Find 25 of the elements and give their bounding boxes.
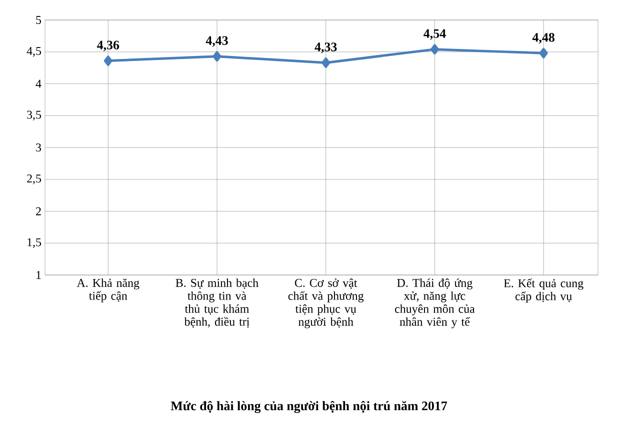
y-tick-label: 4,5 xyxy=(26,47,42,57)
point xyxy=(322,57,330,68)
x-tick-label: B. Sự minh bạch thông tin và thủ tục khám bệnh, điều trị xyxy=(176,278,258,328)
y-tick-label: 3 xyxy=(36,143,42,152)
data-label: 4,33 xyxy=(314,42,337,54)
x-tick-label: A. Khả năng tiếp cận xyxy=(76,278,140,302)
y-tick-label: 2 xyxy=(36,207,41,216)
y-tick-label: 1,5 xyxy=(28,238,42,248)
y-tick-label: 1 xyxy=(36,271,41,279)
text: Mức độ hài lòng của người bệnh nội trú năm 2017 xyxy=(170,400,448,413)
y-tick-label: 3,5 xyxy=(27,110,42,121)
data-label: 4,48 xyxy=(532,33,554,44)
y-tick-label: 4 xyxy=(36,80,42,88)
data-label: 4,54 xyxy=(424,29,446,40)
x-tick-label: D. Thái độ ứng xử, năng lực chuyên môn của nhân viên y tế xyxy=(395,278,475,328)
y-tick-label: 5 xyxy=(36,16,42,24)
x-tick-label: E. Kết quả cung cấp dịch vụ xyxy=(504,278,584,303)
x-tick-label: C. Cơ sở vật chất và phương tiện phục vụ người bệnh xyxy=(288,278,364,328)
y-tick-label: 2,5 xyxy=(27,174,42,184)
point xyxy=(104,56,112,66)
point xyxy=(539,48,548,58)
point xyxy=(430,44,439,55)
data-label: 4,43 xyxy=(206,36,228,47)
point xyxy=(212,51,222,62)
data-label: 4,36 xyxy=(96,40,120,52)
